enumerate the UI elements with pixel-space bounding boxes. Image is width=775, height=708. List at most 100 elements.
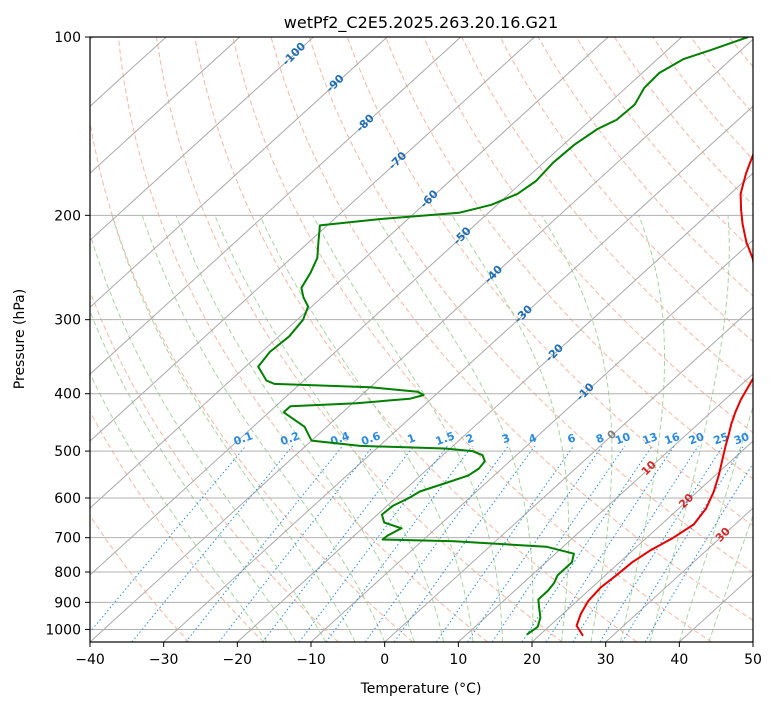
x-tick-label: 20 — [523, 652, 541, 668]
mixing-ratio-line — [435, 445, 575, 642]
mixing-ratio-line — [491, 445, 626, 642]
isotherm-line — [236, 172, 753, 642]
dry-adiabat-line — [537, 37, 753, 297]
mixing-ratio-line — [599, 445, 724, 642]
isotherm-line — [90, 38, 753, 642]
background-lines — [90, 37, 775, 642]
mixing-ratio-label: 0.1 — [232, 429, 255, 448]
isotherm-line — [531, 440, 753, 642]
y-tick-label: 900 — [54, 595, 81, 611]
y-tick-label: 200 — [54, 208, 81, 224]
isotherm-line — [90, 37, 388, 308]
isotherm-line — [678, 574, 753, 642]
data-series — [257, 37, 753, 637]
plot-frame — [89, 36, 754, 643]
x-tick-label: −20 — [223, 652, 253, 668]
dry-adiabat-line — [767, 37, 775, 642]
mixing-ratio-line — [325, 445, 473, 642]
isotherm-label: -100 — [280, 39, 309, 68]
moist-adiabat-line — [90, 232, 327, 642]
isotherm-line — [457, 373, 753, 642]
moist-adiabat-line — [619, 215, 665, 642]
moist-adiabat-line — [649, 215, 730, 642]
moist-adiabat-line — [141, 215, 386, 642]
moist-adiabat-line — [678, 404, 753, 642]
mixing-ratio-label: 6 — [566, 431, 578, 446]
moist-adiabat-line — [90, 309, 297, 642]
mixing-ratio-label: 0.2 — [279, 429, 302, 448]
mixing-ratio-line — [298, 445, 448, 642]
mixing-ratio-label: 16 — [663, 430, 682, 448]
mixing-ratio-line — [644, 462, 753, 642]
y-tick-label: 800 — [54, 565, 81, 581]
x-axis: −40 −30 −20 −10 0 10 20 30 40 50 — [75, 642, 762, 668]
dry-adiabat-line — [423, 37, 753, 434]
y-tick-label: 700 — [54, 531, 81, 547]
y-axis-label: Pressure (hPa) — [12, 289, 28, 389]
y-tick-label: 600 — [54, 491, 81, 507]
mixing-ratio-line — [572, 445, 699, 642]
moist-adiabat-line — [708, 514, 753, 642]
moist-adiabat-line — [175, 215, 415, 642]
dry-adiabat-line — [270, 37, 753, 621]
isotherm-line — [90, 37, 609, 509]
mixing-ratio-line — [185, 445, 343, 642]
y-tick-label: 500 — [54, 444, 81, 460]
mixing-ratio-label: 8 — [594, 431, 606, 446]
dry-adiabat-line — [575, 37, 753, 252]
dry-adiabat-line — [308, 37, 753, 574]
x-tick-label: 40 — [670, 652, 688, 668]
x-tick-label: −30 — [149, 652, 179, 668]
mixing-ratio-line — [131, 445, 294, 642]
mixing-ratio-label: 1.5 — [434, 429, 457, 448]
moist-adiabat-line — [312, 215, 503, 642]
isotherm-line — [605, 507, 753, 642]
isotherm-line — [163, 105, 753, 642]
moist-adiabat-line — [259, 215, 474, 642]
dry-adiabat-line — [385, 37, 753, 480]
mixing-ratio-line — [90, 445, 247, 633]
isotherm-line — [752, 641, 753, 642]
dry-adiabat-line — [156, 37, 563, 642]
x-tick-label: 0 — [380, 652, 389, 668]
dewpoint-line — [257, 37, 749, 636]
mixing-ratio-line — [545, 445, 675, 642]
mixing-ratio-line — [364, 445, 509, 642]
mixing-ratio-line — [521, 445, 653, 642]
dry-adiabat-line — [90, 410, 264, 642]
mixing-ratio-line — [218, 445, 374, 642]
x-tick-label: −40 — [75, 652, 105, 668]
isotherm-line — [90, 37, 462, 375]
dry-adiabat-line — [690, 37, 753, 115]
x-tick-label: 30 — [597, 652, 615, 668]
temperature-line — [575, 152, 753, 637]
mixing-ratio-line — [467, 445, 603, 642]
mixing-ratio-label: 3 — [500, 431, 512, 446]
isotherm-line — [90, 37, 683, 576]
moist-adiabat-line — [214, 215, 445, 642]
y-tick-label: 300 — [54, 313, 81, 329]
x-tick-label: −10 — [296, 652, 326, 668]
mixing-ratio-line — [393, 445, 536, 642]
isotherm-line — [90, 37, 241, 174]
mixing-ratio-label: 36 — [753, 430, 772, 448]
y-tick-label: 1000 — [45, 622, 81, 638]
y-tick-label: 400 — [54, 387, 81, 403]
moist-adiabat-line — [541, 215, 613, 642]
y-axis: 100 200 300 400 500 600 700 800 900 1000 — [45, 30, 90, 638]
dry-adiabat-line — [728, 37, 753, 68]
x-tick-label: 10 — [449, 652, 467, 668]
moist-adiabat-line — [111, 215, 356, 642]
isotherm-line — [90, 37, 314, 241]
mixing-ratio-label: 30 — [732, 430, 751, 448]
x-tick-label: 50 — [744, 652, 762, 668]
x-axis-label: Temperature (°C) — [360, 681, 482, 697]
isotherm-label: 40 — [749, 558, 769, 578]
y-tick-label: 100 — [54, 30, 81, 46]
mixing-ratio-label: 13 — [641, 430, 660, 447]
mixing-ratio-label: 20 — [687, 430, 706, 448]
dry-adiabat-line — [117, 37, 488, 642]
dry-adiabat-line — [499, 37, 753, 343]
isotherm-line — [384, 306, 753, 642]
dry-adiabat-line — [194, 37, 638, 642]
